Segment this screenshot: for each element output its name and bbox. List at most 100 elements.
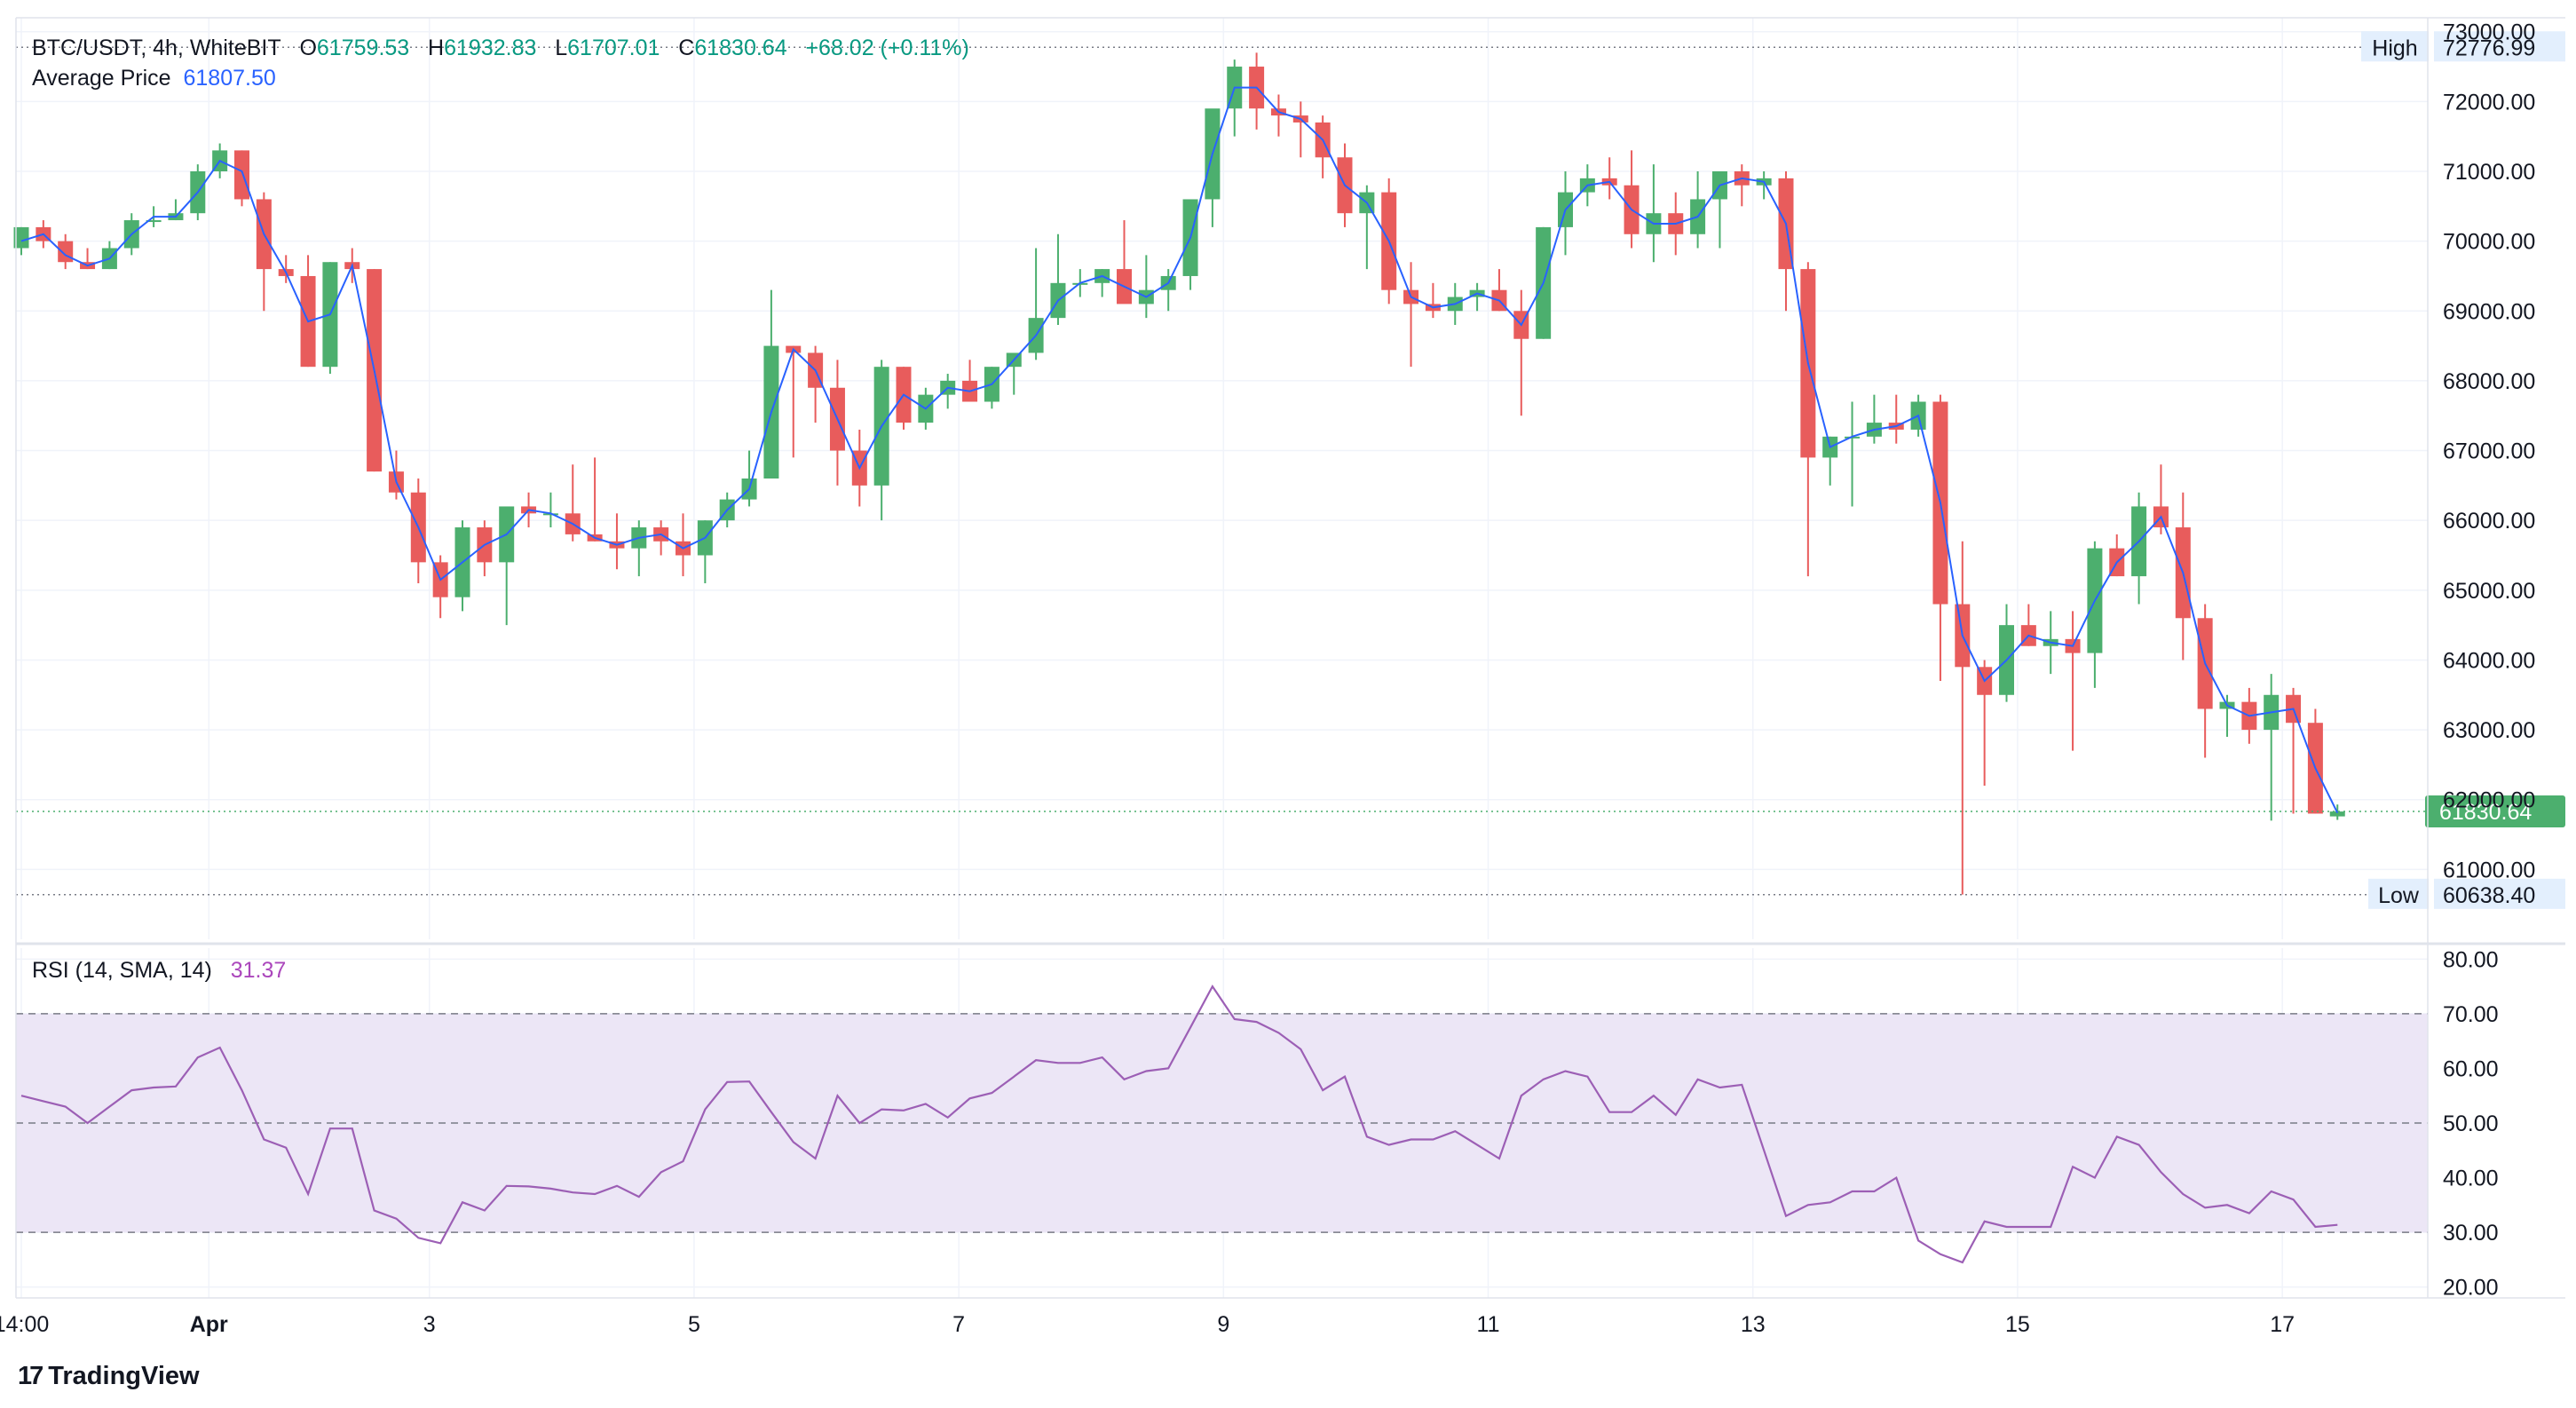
candle-up[interactable] <box>631 520 647 577</box>
change-value: +68.02 (+0.11%) <box>805 36 969 60</box>
candle-down[interactable] <box>2020 604 2036 646</box>
rsi-axis[interactable]: 20.00 30.00 40.00 50.00 60.00 70.00 80.00 <box>2443 947 2499 1300</box>
candle-down[interactable] <box>808 345 824 423</box>
candle-up[interactable] <box>1094 269 1110 297</box>
candle-down[interactable] <box>278 255 294 283</box>
candle-up[interactable] <box>940 374 956 409</box>
candle-up[interactable] <box>2264 674 2280 821</box>
time-tick-label: 7 <box>952 1312 965 1337</box>
candle-up[interactable] <box>1160 269 1176 312</box>
candle-up[interactable] <box>542 492 558 528</box>
time-tick-label: 11 <box>1477 1312 1500 1337</box>
candle-up[interactable] <box>1646 164 1662 263</box>
candle-body <box>2329 811 2345 817</box>
candle-down[interactable] <box>432 555 448 619</box>
price-axis[interactable]: 61000.00 62000.00 63000.00 64000.00 65000.00… <box>2443 20 2535 883</box>
candle-down[interactable] <box>1491 269 1507 312</box>
candle-up[interactable] <box>322 262 338 375</box>
candle-up[interactable] <box>2087 541 2103 688</box>
time-tick-label: 13 <box>1741 1312 1766 1337</box>
candle-up[interactable] <box>2219 694 2235 737</box>
candle-up[interactable] <box>2131 492 2147 605</box>
ohlc-legend: BTC/USDT, 4h, WhiteBIT O61759.53 H61932.… <box>32 36 969 61</box>
candle-up[interactable] <box>499 506 515 626</box>
candle-down[interactable] <box>1117 220 1132 305</box>
candle-up[interactable] <box>101 241 117 270</box>
candle-down[interactable] <box>1315 115 1331 178</box>
candle-up[interactable] <box>1866 394 1882 444</box>
price-tick-label: 64000.00 <box>2443 648 2535 673</box>
high-value: 61932.83 <box>444 36 537 60</box>
candle-down[interactable] <box>1955 541 1971 895</box>
candle-up[interactable] <box>763 289 779 479</box>
candle-up[interactable] <box>1227 59 1243 137</box>
rsi-label: RSI (14, SMA, 14) <box>32 958 212 983</box>
time-tick-label: 5 <box>688 1312 700 1337</box>
candle-down[interactable] <box>2286 687 2302 814</box>
rsi-path <box>20 984 2338 1264</box>
candle-down[interactable] <box>565 464 581 542</box>
candlestick-series[interactable] <box>13 52 2345 895</box>
candle-down[interactable] <box>1778 171 1794 312</box>
average-price-label: Average Price <box>32 66 171 91</box>
candle-up[interactable] <box>1050 233 1066 325</box>
candle-up[interactable] <box>1756 171 1772 200</box>
open-value: 61759.53 <box>316 36 410 60</box>
candle-down[interactable] <box>1624 150 1640 249</box>
low-tag-box <box>2368 878 2429 909</box>
time-tick-label: 14:00 <box>0 1312 49 1337</box>
candle-down[interactable] <box>1800 262 1816 577</box>
candle-down[interactable] <box>962 360 978 402</box>
candle-up[interactable] <box>1182 199 1198 290</box>
tradingview-brand[interactable]: 17 TradingView <box>18 1362 200 1391</box>
candle-down[interactable] <box>1425 282 1441 319</box>
candle-down[interactable] <box>1249 52 1265 130</box>
candle-up[interactable] <box>1205 108 1221 227</box>
candle-up[interactable] <box>1845 401 1861 507</box>
rsi-legend[interactable]: RSI (14, SMA, 14) 31.37 <box>32 958 286 984</box>
average-price-legend[interactable]: Average Price 61807.50 <box>32 66 276 91</box>
candle-down[interactable] <box>1270 94 1286 137</box>
rsi-value: 31.37 <box>230 958 287 983</box>
candle-up[interactable] <box>741 450 757 507</box>
candle-down[interactable] <box>58 233 74 270</box>
candle-down[interactable] <box>1888 394 1904 444</box>
price-tick-label: 65000.00 <box>2443 579 2535 604</box>
low-tag-label: Low <box>2378 883 2420 908</box>
rsi-tick-label: 80.00 <box>2443 947 2499 972</box>
candle-down[interactable] <box>2197 604 2213 758</box>
candle-up[interactable] <box>984 367 1000 409</box>
candle-down[interactable] <box>256 192 272 312</box>
candle-down[interactable] <box>1292 101 1308 158</box>
candle-up[interactable] <box>1138 255 1154 319</box>
candle-down[interactable] <box>1513 289 1529 416</box>
average-price-line <box>20 86 2339 814</box>
candle-body <box>234 150 249 200</box>
candle-down[interactable] <box>587 457 603 542</box>
time-tick-label: 3 <box>423 1312 436 1337</box>
candle-down[interactable] <box>234 150 249 207</box>
candle-up[interactable] <box>1558 171 1573 256</box>
rsi-tick-label: 40.00 <box>2443 1167 2499 1191</box>
candle-down[interactable] <box>410 479 426 583</box>
high-tag-box <box>2361 31 2429 62</box>
close-label: C <box>678 36 695 60</box>
candle-down[interactable] <box>1734 164 1750 207</box>
candle-down[interactable] <box>829 360 845 486</box>
price-tick-label: 71000.00 <box>2443 160 2535 185</box>
time-axis[interactable]: 14:00 Apr 3 5 7 9 11 13 15 17 <box>0 1312 2295 1337</box>
candle-down[interactable] <box>2307 708 2323 814</box>
candle-down[interactable] <box>1403 262 1419 368</box>
candle-down[interactable] <box>609 513 625 570</box>
candle-up[interactable] <box>873 360 889 521</box>
candle-up[interactable] <box>13 226 29 256</box>
price-tick-label: 61000.00 <box>2443 858 2535 882</box>
symbol-title[interactable]: BTC/USDT, 4h, WhiteBIT <box>32 36 281 60</box>
low-value-box <box>2434 878 2565 909</box>
candle-down[interactable] <box>1601 157 1617 200</box>
candle-up[interactable] <box>1028 248 1044 360</box>
tradingview-logo-icon: 17 <box>18 1362 43 1390</box>
candle-up[interactable] <box>1469 282 1485 312</box>
high-label: H <box>428 36 445 60</box>
